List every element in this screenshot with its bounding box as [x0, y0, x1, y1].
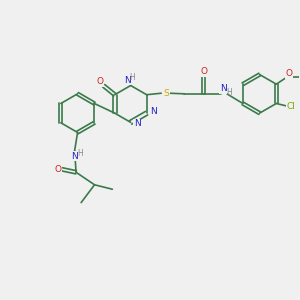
Text: N: N	[134, 119, 141, 128]
Text: N: N	[150, 107, 157, 116]
Text: H: H	[77, 149, 83, 158]
Text: N: N	[124, 76, 130, 85]
Text: H: H	[226, 88, 232, 97]
Text: Cl: Cl	[287, 102, 296, 111]
Text: N: N	[71, 152, 78, 161]
Text: O: O	[96, 77, 103, 86]
Text: N: N	[220, 84, 227, 93]
Text: S: S	[163, 89, 169, 98]
Text: H: H	[130, 73, 135, 82]
Text: O: O	[54, 165, 61, 174]
Text: O: O	[286, 69, 292, 78]
Text: O: O	[200, 67, 207, 76]
